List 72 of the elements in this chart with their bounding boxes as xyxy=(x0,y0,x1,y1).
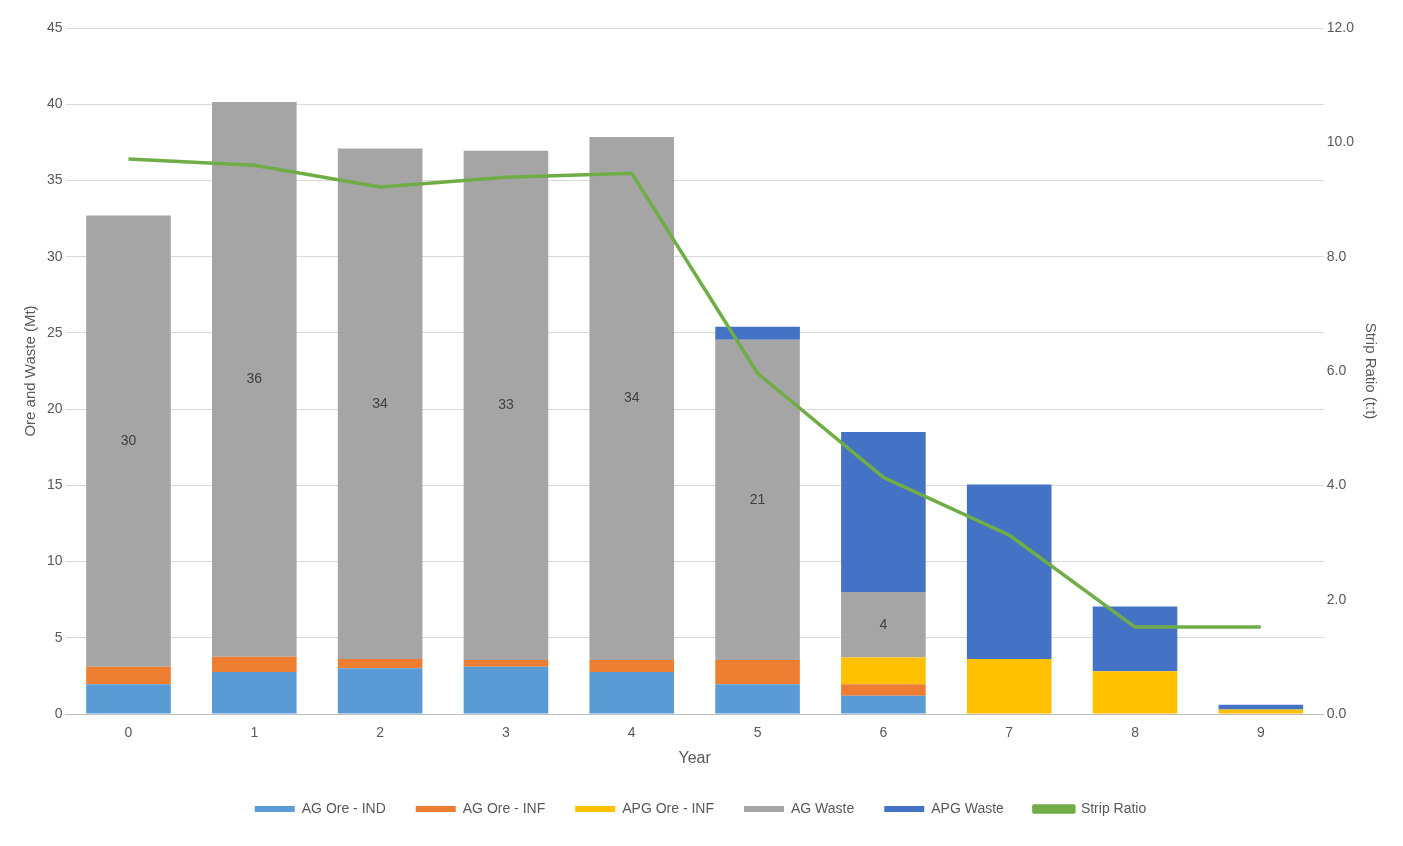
data-label: 4 xyxy=(879,615,888,632)
bar xyxy=(841,431,926,593)
legend-label: AG Ore - INF xyxy=(462,799,546,816)
y-tick-label: 30 xyxy=(46,247,63,264)
bar xyxy=(841,657,926,685)
data-label: 21 xyxy=(749,490,766,507)
x-tick-label: 2 xyxy=(376,724,385,741)
data-label: 34 xyxy=(623,389,640,406)
x-tick-label: 9 xyxy=(1256,724,1265,741)
legend-label: APG Ore - INF xyxy=(622,799,715,816)
bar xyxy=(86,215,171,667)
bar xyxy=(463,666,549,714)
bar xyxy=(463,150,549,660)
bar xyxy=(841,695,926,714)
y-tick-label: 10 xyxy=(46,552,63,569)
x-tick-label: 0 xyxy=(124,724,133,741)
bar xyxy=(715,339,800,660)
bar xyxy=(212,656,297,673)
bar xyxy=(337,659,423,669)
y-tick-label: 25 xyxy=(46,323,63,340)
bar xyxy=(715,326,800,340)
y-tick-label: 15 xyxy=(46,476,63,493)
bar xyxy=(1092,606,1178,672)
y2-axis-title: Strip Ratio (t:t) xyxy=(1362,322,1380,420)
x-tick-label: 1 xyxy=(250,724,259,741)
bar xyxy=(463,659,549,667)
bar xyxy=(589,672,675,714)
bar xyxy=(86,684,171,714)
y2-tick-label: 0.0 xyxy=(1326,704,1347,721)
bar xyxy=(589,137,675,660)
bar xyxy=(841,592,926,658)
y-tick-label: 5 xyxy=(54,628,63,645)
x-tick-label: 7 xyxy=(1005,724,1014,741)
x-tick-label: 6 xyxy=(879,724,888,741)
y2-tick-label: 2.0 xyxy=(1326,590,1347,607)
data-label: 34 xyxy=(372,394,389,411)
legend-label: APG Waste xyxy=(931,799,1005,816)
bar xyxy=(86,666,171,685)
x-tick-label: 3 xyxy=(502,724,511,741)
bar xyxy=(1092,671,1178,714)
bar xyxy=(715,659,800,685)
y-tick-label: 20 xyxy=(46,399,63,416)
y-tick-label: 35 xyxy=(46,171,63,188)
y-axis-title: Ore and Waste (Mt) xyxy=(21,305,39,437)
bar xyxy=(1218,709,1304,714)
y2-tick-label: 8.0 xyxy=(1326,247,1347,264)
y-tick-label: 0 xyxy=(54,704,63,721)
y-tick-label: 40 xyxy=(46,95,63,112)
data-label: 33 xyxy=(498,396,514,413)
x-tick-label: 4 xyxy=(627,724,636,741)
legend-label: AG Ore - IND xyxy=(301,799,386,816)
bar xyxy=(337,668,423,714)
bar xyxy=(966,484,1052,660)
y-tick-label: 45 xyxy=(46,18,63,35)
x-axis-title: Year xyxy=(678,748,712,766)
bar xyxy=(212,672,297,714)
bar xyxy=(589,659,675,673)
bar xyxy=(337,148,423,660)
y2-tick-label: 10.0 xyxy=(1326,133,1355,150)
data-label: 30 xyxy=(120,431,137,448)
bar xyxy=(212,101,297,657)
bar xyxy=(715,684,800,714)
bar xyxy=(841,684,926,696)
y2-tick-label: 12.0 xyxy=(1326,18,1355,35)
y2-tick-label: 4.0 xyxy=(1326,476,1347,493)
bar xyxy=(966,659,1052,714)
legend-label: Strip Ratio xyxy=(1080,799,1147,816)
x-tick-label: 5 xyxy=(753,724,762,741)
x-tick-label: 8 xyxy=(1131,724,1140,741)
y2-tick-label: 6.0 xyxy=(1326,361,1347,378)
data-label: 36 xyxy=(246,370,263,387)
legend-label: AG Waste xyxy=(791,799,855,816)
